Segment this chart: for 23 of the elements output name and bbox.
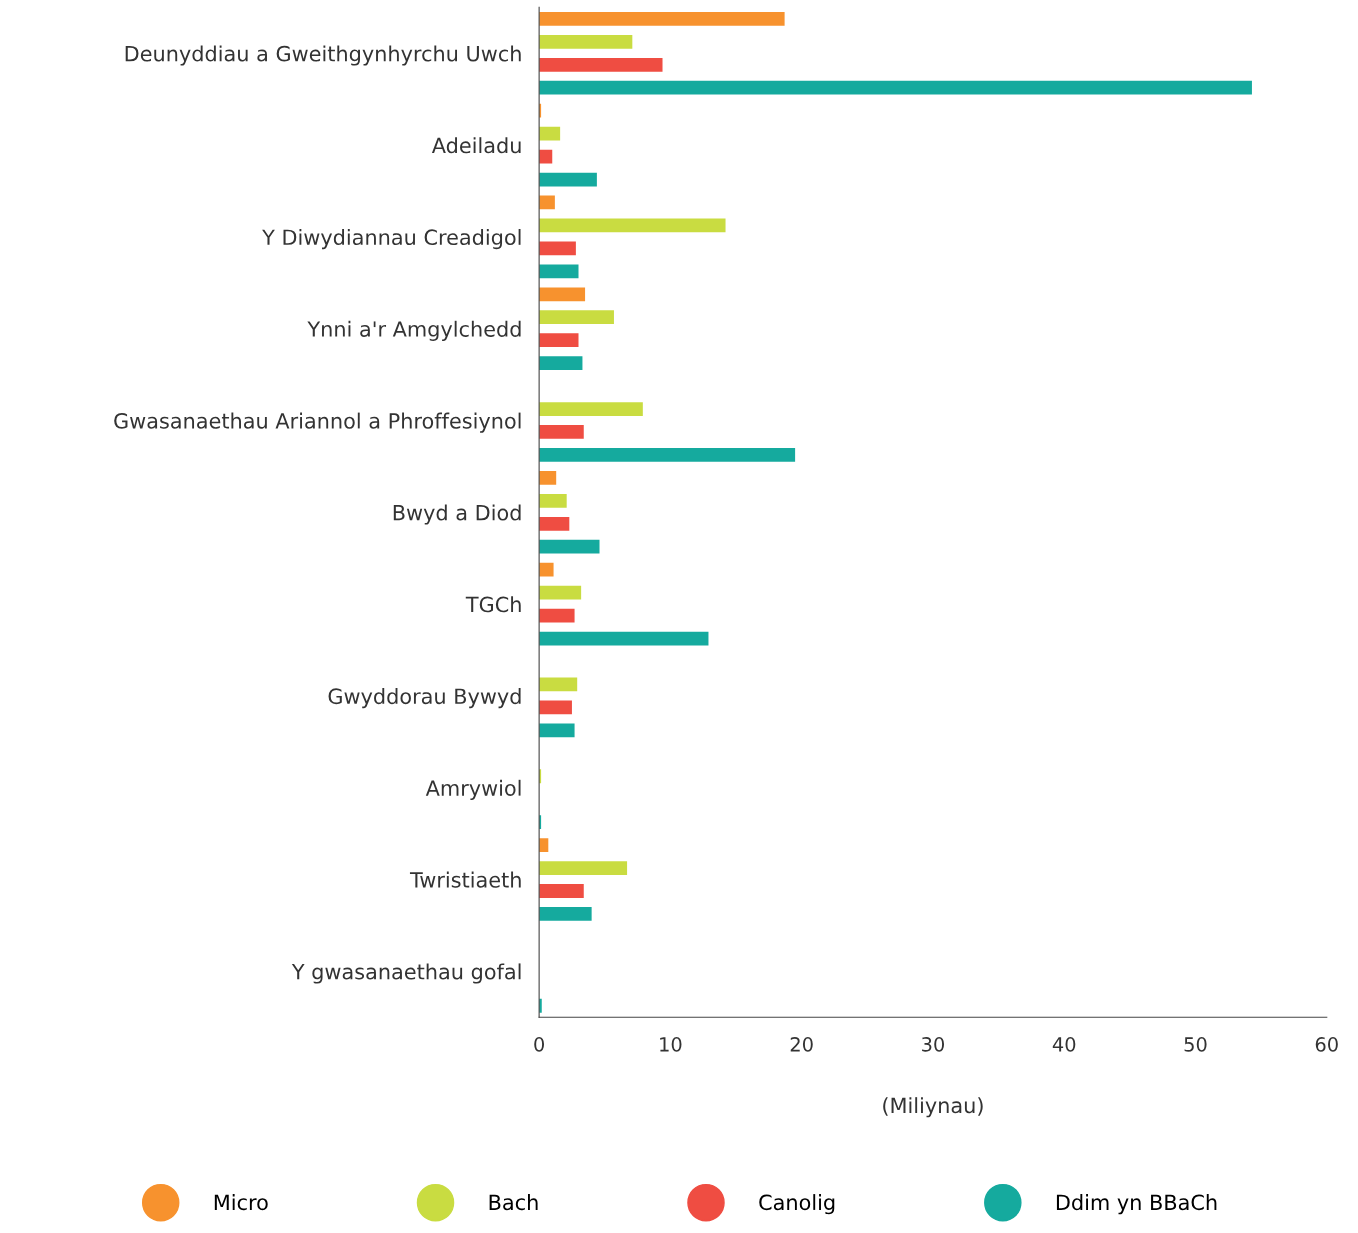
y-tick-label: Twristiaeth <box>409 871 521 888</box>
x-tick-label: 40 <box>1052 1037 1076 1052</box>
y-tick-label: Y gwasanaethau gofal <box>291 963 521 984</box>
x-tick-label: 50 <box>1184 1037 1207 1052</box>
y-tick-label: Ynni a'r Amgylchedd <box>307 320 521 341</box>
y-tick-label: Amrywiol <box>425 779 521 800</box>
x-tick-label: 10 <box>660 1037 682 1052</box>
legend-label: Bach <box>489 1194 538 1211</box>
x-tick-label: 30 <box>922 1037 945 1052</box>
y-tick-label: TGCh <box>465 596 521 613</box>
x-axis-title: (Miliynau) <box>883 1097 983 1118</box>
y-tick-label: Adeiladu <box>431 137 521 154</box>
y-tick-label: Deunyddiau a Gweithgynhyrchu Uwch <box>125 45 521 66</box>
y-tick-label: Bwyd a Diod <box>393 504 521 525</box>
x-tick-label: 60 <box>1315 1037 1338 1052</box>
y-tick-label: Y Diwydiannau Creadigol <box>262 228 521 250</box>
legend-label: Canolig <box>759 1194 835 1215</box>
x-tick-label: 20 <box>790 1037 813 1052</box>
legend-label: Ddim yn BBaCh <box>1056 1194 1217 1215</box>
y-tick-label: Gwyddorau Bywyd <box>328 688 521 709</box>
y-tick-label: Gwasanaethau Ariannol a Phroffesiynol <box>114 412 521 433</box>
x-tick-label: 0 <box>534 1037 545 1052</box>
legend-label: Micro <box>214 1194 268 1211</box>
